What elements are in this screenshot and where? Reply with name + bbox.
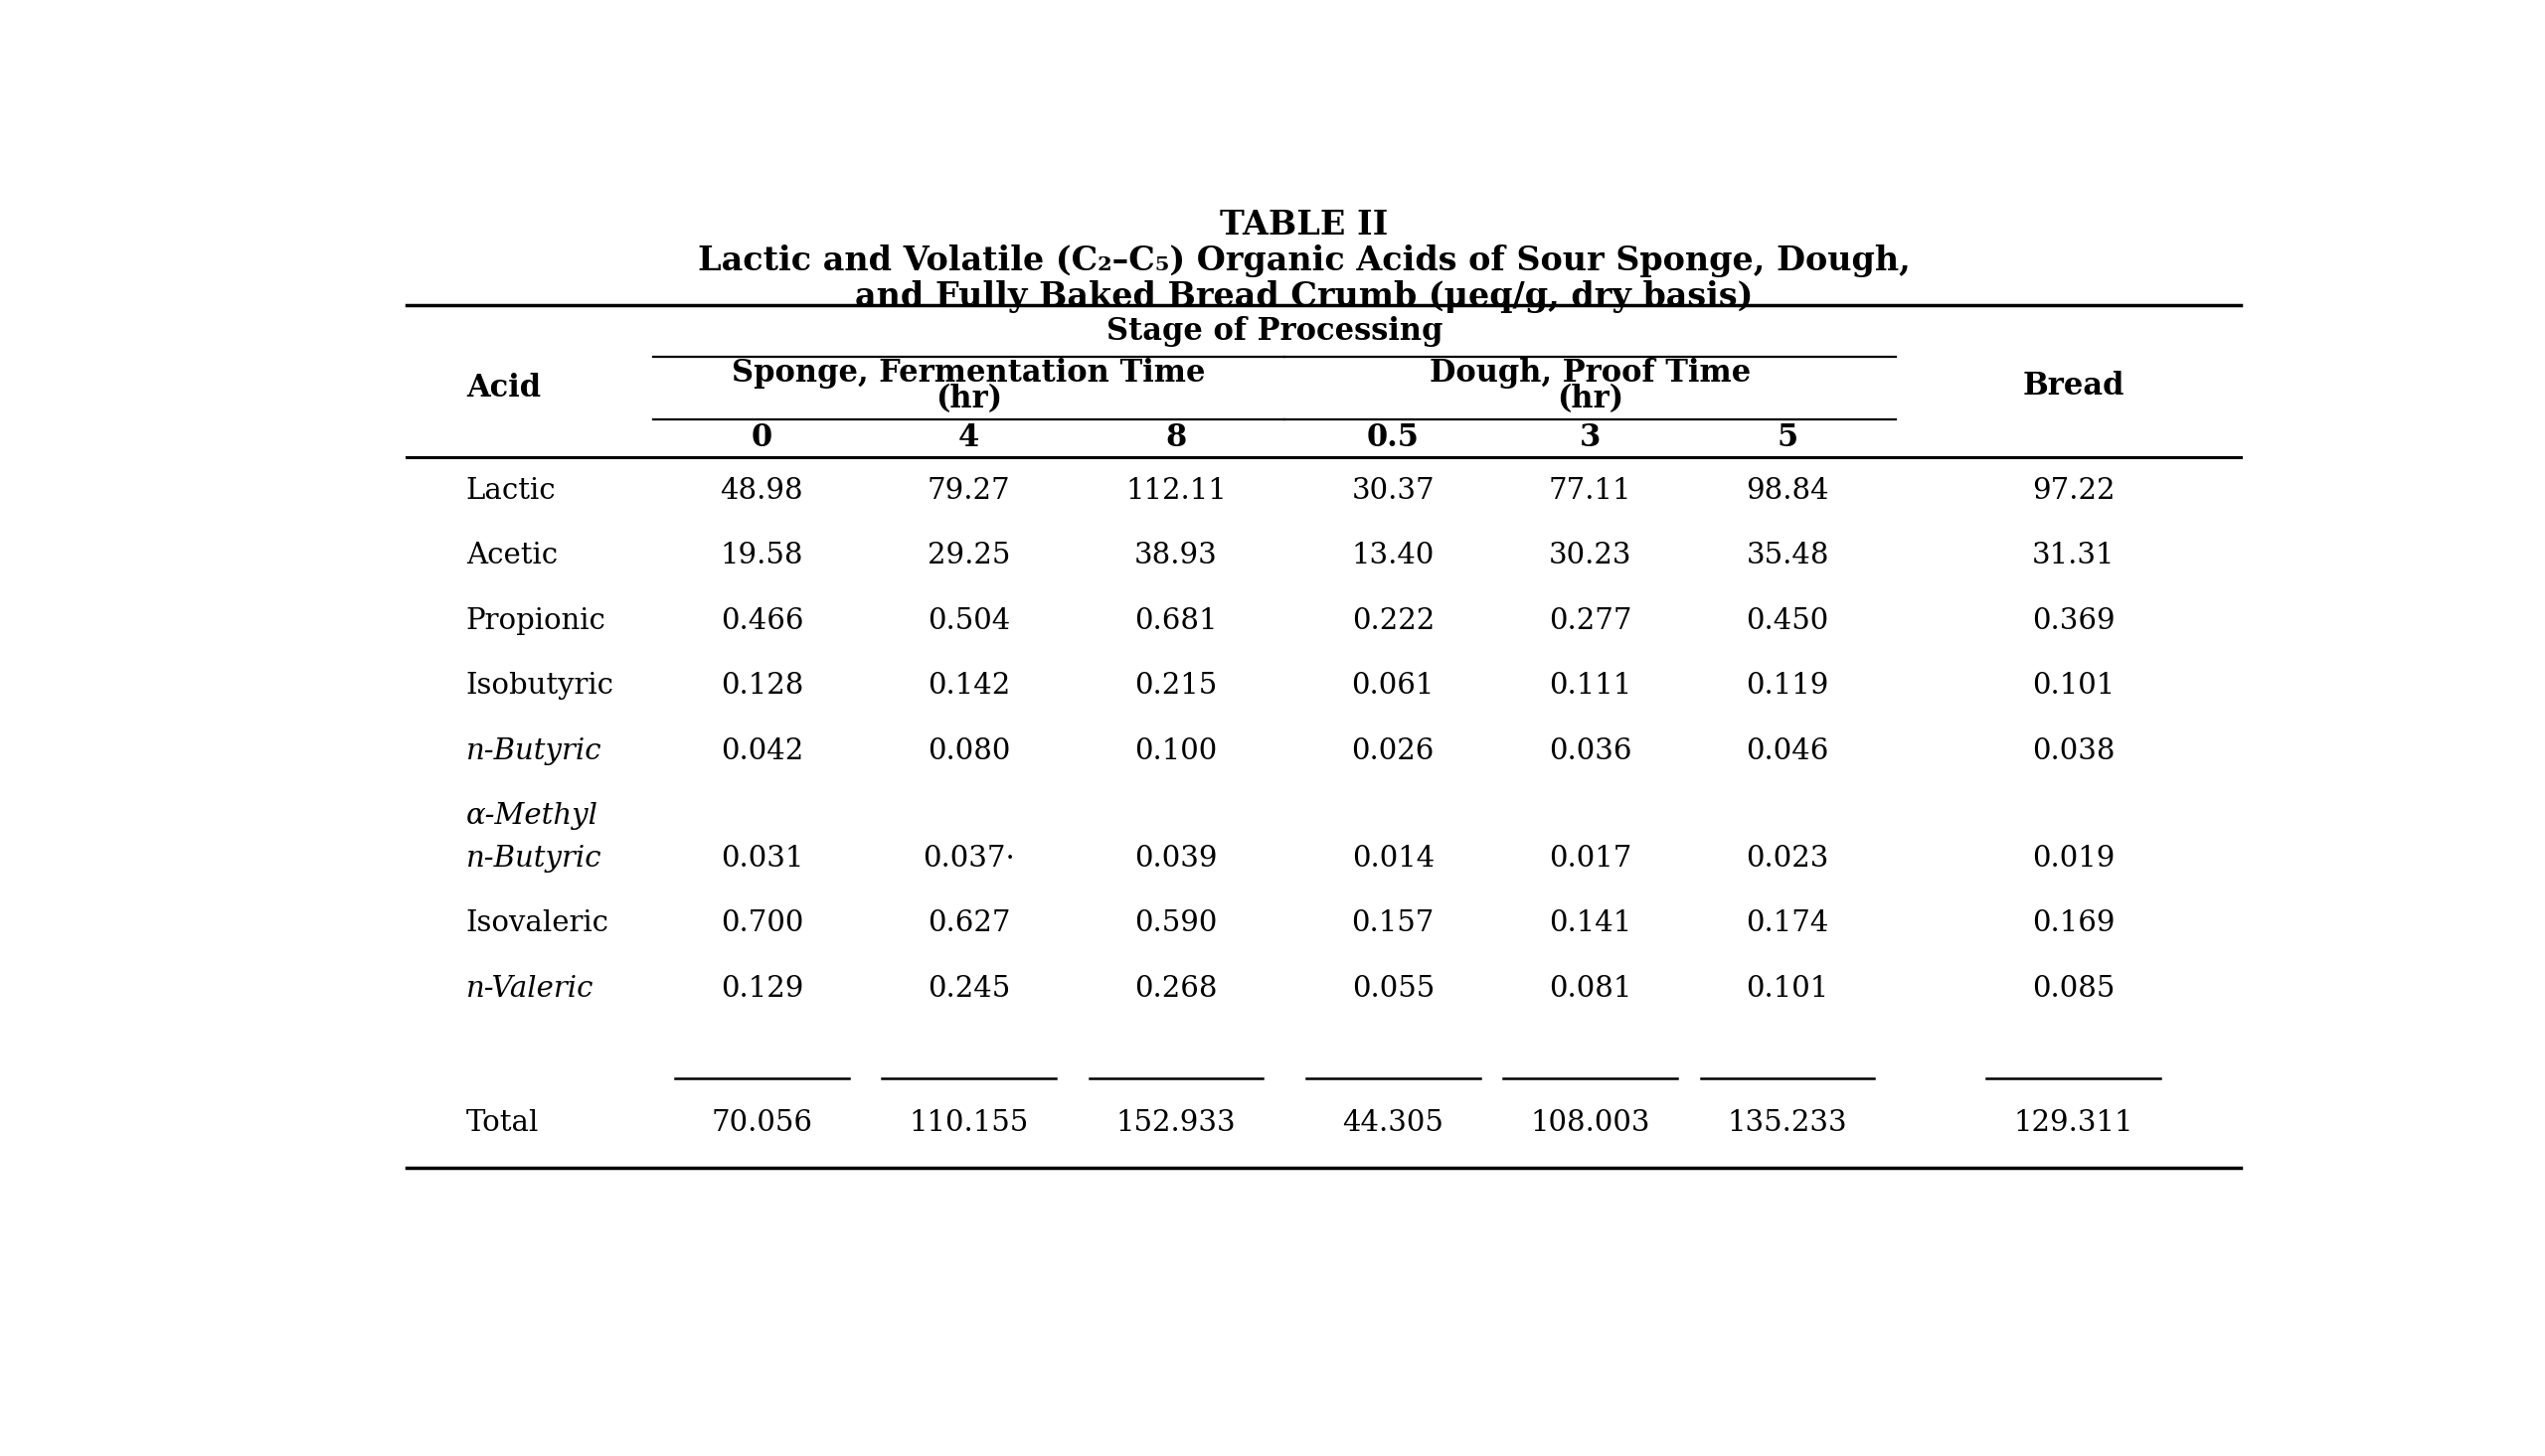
Text: 0.141: 0.141 xyxy=(1550,910,1631,938)
Text: 0.039: 0.039 xyxy=(1135,844,1217,872)
Text: Dough, Proof Time: Dough, Proof Time xyxy=(1430,358,1751,389)
Text: 0.450: 0.450 xyxy=(1746,607,1830,635)
Text: 77.11: 77.11 xyxy=(1550,478,1631,505)
Text: 0.017: 0.017 xyxy=(1550,844,1631,872)
Text: 0.222: 0.222 xyxy=(1351,607,1435,635)
Text: 29.25: 29.25 xyxy=(926,542,1010,569)
Text: 0.129: 0.129 xyxy=(720,974,804,1003)
Text: 4: 4 xyxy=(959,422,980,454)
Text: 0.277: 0.277 xyxy=(1550,607,1631,635)
Text: Lactic: Lactic xyxy=(466,478,557,505)
Text: 5: 5 xyxy=(1776,422,1799,454)
Text: Stage of Processing: Stage of Processing xyxy=(1107,316,1443,347)
Text: Lactic and Volatile (C₂–C₅) Organic Acids of Sour Sponge, Dough,: Lactic and Volatile (C₂–C₅) Organic Acid… xyxy=(697,245,1911,277)
Text: 31.31: 31.31 xyxy=(2031,542,2115,569)
Text: 48.98: 48.98 xyxy=(720,478,804,505)
Text: n-Butyric: n-Butyric xyxy=(466,844,601,872)
Text: 0.590: 0.590 xyxy=(1135,910,1217,938)
Text: 3: 3 xyxy=(1580,422,1601,454)
Text: 152.933: 152.933 xyxy=(1117,1109,1237,1137)
Text: 0.681: 0.681 xyxy=(1135,607,1217,635)
Text: 79.27: 79.27 xyxy=(926,478,1010,505)
Text: 0.215: 0.215 xyxy=(1135,673,1217,700)
Text: 0.466: 0.466 xyxy=(720,607,804,635)
Text: n-Valeric: n-Valeric xyxy=(466,974,593,1003)
Text: 30.37: 30.37 xyxy=(1351,478,1435,505)
Text: 0.268: 0.268 xyxy=(1135,974,1217,1003)
Text: 135.233: 135.233 xyxy=(1728,1109,1848,1137)
Text: Isovaleric: Isovaleric xyxy=(466,910,608,938)
Text: 30.23: 30.23 xyxy=(1550,542,1631,569)
Text: 0: 0 xyxy=(751,422,774,454)
Text: 0.038: 0.038 xyxy=(2031,737,2115,764)
Text: 8: 8 xyxy=(1166,422,1186,454)
Text: 0.046: 0.046 xyxy=(1746,737,1830,764)
Text: 0.101: 0.101 xyxy=(1746,974,1830,1003)
Text: 0.111: 0.111 xyxy=(1550,673,1631,700)
Text: 98.84: 98.84 xyxy=(1746,478,1830,505)
Text: 0.700: 0.700 xyxy=(720,910,804,938)
Text: 0.369: 0.369 xyxy=(2031,607,2115,635)
Text: 0.037·: 0.037· xyxy=(924,844,1015,872)
Text: Total: Total xyxy=(466,1109,540,1137)
Text: 19.58: 19.58 xyxy=(720,542,804,569)
Text: Acetic: Acetic xyxy=(466,542,557,569)
Text: 0.085: 0.085 xyxy=(2031,974,2115,1003)
Text: 129.311: 129.311 xyxy=(2013,1109,2133,1137)
Text: 0.055: 0.055 xyxy=(1351,974,1435,1003)
Text: 0.169: 0.169 xyxy=(2031,910,2115,938)
Text: 0.036: 0.036 xyxy=(1550,737,1631,764)
Text: (hr): (hr) xyxy=(1558,383,1624,415)
Text: 0.042: 0.042 xyxy=(720,737,804,764)
Text: 70.056: 70.056 xyxy=(710,1109,812,1137)
Text: 0.031: 0.031 xyxy=(720,844,804,872)
Text: 0.014: 0.014 xyxy=(1351,844,1435,872)
Text: 0.142: 0.142 xyxy=(926,673,1010,700)
Text: 38.93: 38.93 xyxy=(1135,542,1217,569)
Text: 0.245: 0.245 xyxy=(926,974,1010,1003)
Text: n-Butyric: n-Butyric xyxy=(466,737,601,764)
Text: 0.174: 0.174 xyxy=(1746,910,1830,938)
Text: 0.019: 0.019 xyxy=(2031,844,2115,872)
Text: 112.11: 112.11 xyxy=(1125,478,1227,505)
Text: Sponge, Fermentation Time: Sponge, Fermentation Time xyxy=(733,358,1206,389)
Text: 0.061: 0.061 xyxy=(1351,673,1435,700)
Text: (hr): (hr) xyxy=(937,383,1003,415)
Text: 97.22: 97.22 xyxy=(2031,478,2115,505)
Text: and Fully Baked Bread Crumb (μeq/g, dry basis): and Fully Baked Bread Crumb (μeq/g, dry … xyxy=(855,280,1754,313)
Text: Propionic: Propionic xyxy=(466,607,606,635)
Text: 0.080: 0.080 xyxy=(926,737,1010,764)
Text: 0.5: 0.5 xyxy=(1367,422,1420,454)
Text: Bread: Bread xyxy=(2023,371,2125,402)
Text: 0.026: 0.026 xyxy=(1351,737,1435,764)
Text: 0.101: 0.101 xyxy=(2031,673,2115,700)
Text: Acid: Acid xyxy=(466,373,540,403)
Text: 35.48: 35.48 xyxy=(1746,542,1830,569)
Text: 0.627: 0.627 xyxy=(926,910,1010,938)
Text: 44.305: 44.305 xyxy=(1341,1109,1443,1137)
Text: α-Methyl: α-Methyl xyxy=(466,802,598,830)
Text: TABLE II: TABLE II xyxy=(1219,208,1390,242)
Text: 110.155: 110.155 xyxy=(909,1109,1028,1137)
Text: 0.023: 0.023 xyxy=(1746,844,1830,872)
Text: 0.081: 0.081 xyxy=(1550,974,1631,1003)
Text: 0.504: 0.504 xyxy=(926,607,1010,635)
Text: 0.100: 0.100 xyxy=(1135,737,1217,764)
Text: 13.40: 13.40 xyxy=(1351,542,1435,569)
Text: 108.003: 108.003 xyxy=(1530,1109,1649,1137)
Text: 0.157: 0.157 xyxy=(1351,910,1435,938)
Text: 0.128: 0.128 xyxy=(720,673,804,700)
Text: 0.119: 0.119 xyxy=(1746,673,1830,700)
Text: Isobutyric: Isobutyric xyxy=(466,673,613,700)
